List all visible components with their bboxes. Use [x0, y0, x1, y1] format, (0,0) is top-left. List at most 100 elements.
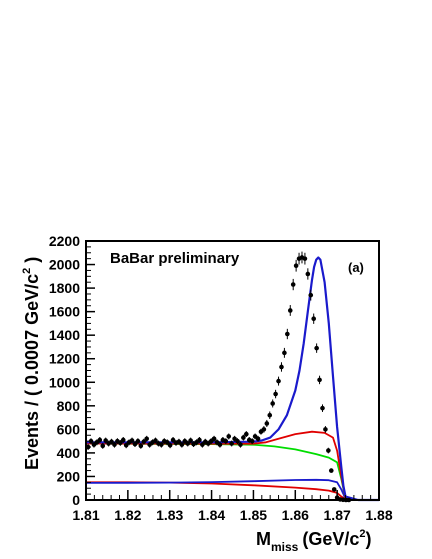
- data-point: [285, 331, 290, 337]
- x-axis-title: Mmiss (GeV/c2): [256, 528, 372, 554]
- data-point: [249, 438, 255, 444]
- data-point: [311, 316, 317, 322]
- data-point: [235, 438, 240, 444]
- y-tick-label: 200: [57, 468, 81, 484]
- data-point: [282, 350, 287, 356]
- y-tick-label: 1800: [49, 280, 80, 296]
- data-point: [290, 282, 296, 287]
- annotation-label: BaBar preliminary: [110, 250, 240, 267]
- data-point: [229, 441, 234, 446]
- data-point: [293, 263, 299, 269]
- data-point: [223, 438, 229, 444]
- curve-component-red-lower: [86, 481, 359, 501]
- y-axis-title-sup: 2: [21, 268, 33, 274]
- data-point: [302, 256, 308, 261]
- data-point: [185, 441, 191, 446]
- data-point: [267, 412, 273, 418]
- curve-component-blue: [85, 478, 359, 501]
- x-tick-label: 1.87: [324, 507, 351, 523]
- data-point: [132, 441, 138, 447]
- data-point: [331, 487, 337, 492]
- data-point: [144, 436, 149, 442]
- x-axis-title-main: M: [256, 529, 271, 549]
- data-point: [159, 442, 164, 447]
- data-point: [211, 436, 217, 442]
- data-point: [138, 443, 144, 449]
- x-axis-title-sup: 2: [359, 528, 365, 540]
- data-point: [270, 401, 275, 406]
- data-point: [314, 345, 319, 351]
- data-point: [118, 440, 123, 446]
- x-tick-label: 1.82: [114, 507, 141, 523]
- data-point: [320, 405, 325, 411]
- data-point: [261, 427, 267, 432]
- x-axis-title-unit: (GeV/c: [302, 529, 359, 549]
- y-tick-label: 0: [72, 492, 80, 508]
- data-point: [279, 364, 284, 370]
- data-point: [141, 439, 147, 445]
- x-axis-ticks: 1.81 1.82 1.83 1.84 1.85 1.86 1.87 1.88: [72, 490, 393, 523]
- data-point: [109, 439, 114, 445]
- data-point: [100, 443, 106, 449]
- data-point: [170, 437, 176, 443]
- data-point: [197, 437, 202, 443]
- y-tick-label: 1600: [49, 304, 80, 320]
- x-tick-label: 1.84: [198, 507, 225, 523]
- data-point: [112, 442, 117, 447]
- data-point: [97, 437, 103, 443]
- data-point: [255, 436, 261, 442]
- y-axis-title: Events / ( 0.0007 GeV/c2 ): [21, 257, 42, 470]
- data-point: [241, 435, 246, 440]
- x-axis-title-sub: miss: [271, 540, 299, 554]
- x-tick-label: 1.88: [365, 507, 392, 523]
- y-tick-label: 1000: [49, 374, 80, 390]
- data-points-layer: [85, 251, 352, 503]
- x-tick-label: 1.81: [72, 507, 99, 523]
- data-point: [153, 438, 158, 443]
- x-tick-label: 1.86: [282, 507, 309, 523]
- y-tick-label: 1400: [49, 327, 80, 343]
- y-axis-ticks: 0 200 400 600 800 1000 1200 1400 1600 1800 2000 220…: [49, 233, 95, 508]
- data-point: [244, 431, 249, 437]
- data-point: [120, 437, 126, 443]
- data-point: [129, 438, 135, 443]
- data-point: [317, 377, 322, 383]
- data-point: [226, 434, 232, 439]
- data-point: [103, 438, 108, 443]
- data-point: [135, 438, 141, 444]
- y-tick-label: 800: [57, 398, 81, 414]
- data-point: [179, 442, 185, 447]
- data-point: [217, 442, 223, 447]
- y-tick-label: 2200: [49, 233, 80, 249]
- curve-total: [86, 256, 379, 502]
- data-point: [123, 442, 129, 448]
- curves-layer: [85, 256, 379, 502]
- x-axis-title-close: ): [366, 529, 372, 549]
- data-point: [164, 440, 170, 445]
- data-point: [273, 391, 278, 397]
- panel-label: (a): [348, 260, 364, 275]
- y-tick-label: 2000: [49, 257, 80, 273]
- y-tick-label: 600: [57, 421, 81, 437]
- data-point: [323, 427, 328, 432]
- data-point: [176, 439, 182, 445]
- y-tick-label: 1200: [49, 351, 80, 367]
- data-point: [167, 442, 173, 448]
- data-point: [264, 421, 270, 426]
- y-tick-label: 400: [57, 445, 81, 461]
- data-point: [305, 271, 311, 277]
- data-point: [276, 378, 281, 384]
- data-point: [308, 292, 314, 298]
- data-point: [326, 448, 331, 453]
- data-point: [328, 468, 334, 473]
- curve-background: [85, 442, 359, 501]
- x-tick-label: 1.83: [156, 507, 183, 523]
- data-point: [238, 442, 243, 447]
- y-axis-title-close: ): [22, 257, 42, 268]
- data-point: [287, 308, 293, 313]
- data-point: [88, 438, 94, 444]
- y-axis-title-main: Events / ( 0.0007 GeV/c: [22, 274, 42, 470]
- data-point: [188, 438, 193, 443]
- x-tick-label: 1.85: [240, 507, 267, 523]
- data-point: [200, 442, 205, 447]
